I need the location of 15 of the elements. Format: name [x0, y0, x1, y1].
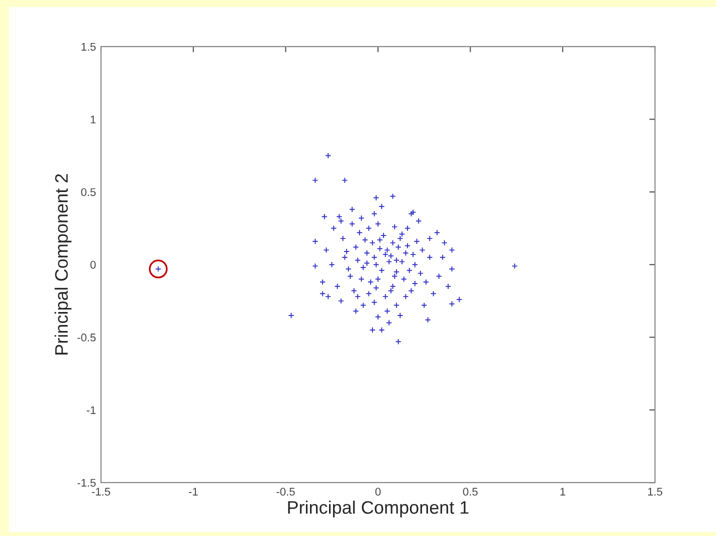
x-tick-label: 0: [375, 488, 381, 496]
x-tick-label: 0.5: [463, 488, 478, 496]
x-tick-label: -1: [188, 488, 198, 496]
y-tick-label: -1.5: [77, 478, 96, 487]
y-tick-label: 1.5: [82, 42, 96, 51]
x-tick-label: 1.5: [648, 488, 662, 496]
y-axis-title: Principal Component 2: [54, 174, 72, 354]
y-tick-label: 0: [90, 260, 96, 269]
x-axis-title: Principal Component 1: [288, 500, 468, 518]
y-tick-label: 0.5: [81, 188, 96, 196]
y-tick-label: 1: [90, 116, 96, 124]
x-tick-label: -0.5: [276, 488, 295, 496]
x-tick-label: 1: [560, 488, 566, 496]
y-tick-label: -1: [86, 406, 96, 414]
y-tick-label: -0.5: [77, 334, 96, 342]
